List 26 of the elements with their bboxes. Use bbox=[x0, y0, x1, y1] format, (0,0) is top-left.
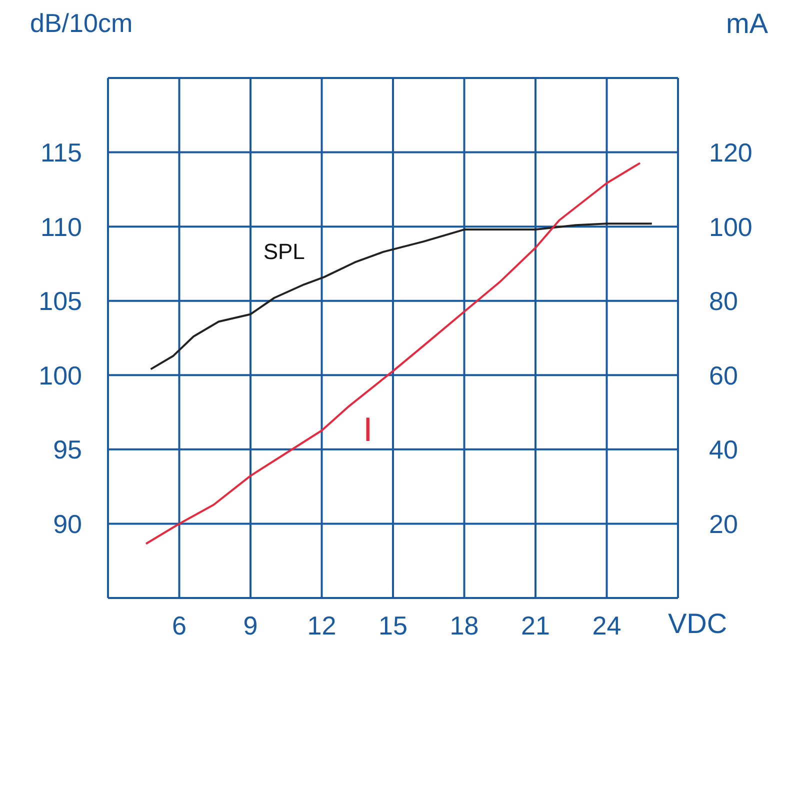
x-tick-label: 21 bbox=[521, 610, 550, 640]
y-tick-label: 105 bbox=[38, 286, 82, 316]
y-tick-label: 90 bbox=[53, 508, 82, 539]
x-tick-label: 18 bbox=[450, 610, 479, 640]
y2-tick-label: 40 bbox=[709, 434, 738, 465]
series-label: SPL bbox=[263, 239, 305, 264]
x-tick-label: 15 bbox=[378, 610, 408, 640]
y2-tick-label: 100 bbox=[709, 212, 752, 242]
y-axis-title: dB/10cm bbox=[30, 8, 133, 39]
line-series bbox=[145, 162, 641, 545]
x-tick-label: 9 bbox=[243, 610, 258, 640]
y2-tick-label: 60 bbox=[709, 360, 738, 390]
y2-tick-label: 120 bbox=[709, 138, 752, 168]
y-tick-label: 115 bbox=[40, 138, 82, 168]
y-tick-label: 100 bbox=[38, 360, 82, 390]
y-tick-label: 110 bbox=[40, 212, 82, 242]
x-tick-label: 6 bbox=[172, 610, 186, 640]
y2-tick-label: 80 bbox=[709, 286, 738, 316]
x-tick-label: 12 bbox=[307, 610, 336, 640]
x-axis-title: VDC bbox=[668, 608, 728, 640]
y2-tick-label: 20 bbox=[709, 508, 738, 539]
y-tick-label: 95 bbox=[53, 434, 82, 465]
y2-axis-title: mA bbox=[726, 8, 768, 40]
series-label: I bbox=[363, 411, 373, 450]
line-series bbox=[150, 222, 653, 370]
x-tick-label: 24 bbox=[592, 610, 622, 640]
